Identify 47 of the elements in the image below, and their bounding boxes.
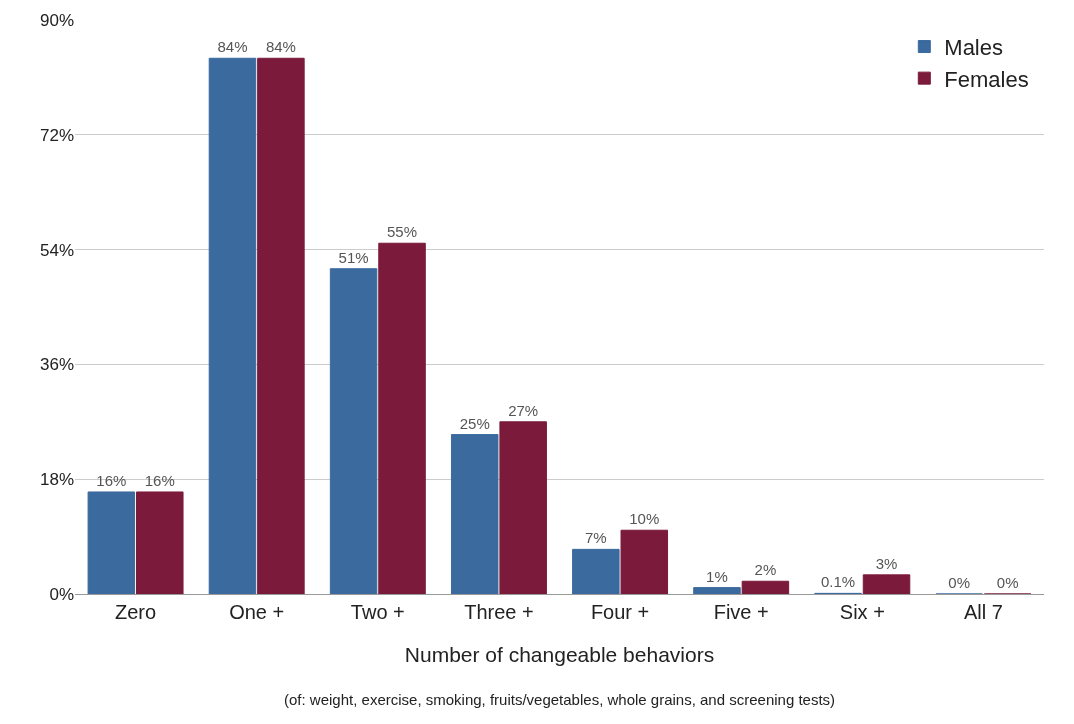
data-label: 25% (459, 414, 490, 432)
data-label: 84% (265, 38, 296, 56)
data-label: 0% (996, 574, 1019, 591)
data-label: 10% (629, 510, 660, 528)
data-label: 1% (706, 567, 728, 585)
bar (620, 529, 669, 594)
x-tick-label: All 7 (963, 601, 1003, 623)
data-label: 16% (144, 471, 175, 489)
bar (329, 268, 378, 594)
y-tick-label: 0% (49, 584, 74, 604)
x-tick-label: Three + (464, 601, 534, 623)
data-label: 84% (217, 38, 248, 56)
x-axis-title: Number of changeable behaviors (404, 643, 715, 667)
bar (741, 580, 790, 594)
x-tick-label: One + (229, 601, 285, 623)
bar (257, 57, 305, 594)
data-label: 0% (948, 574, 971, 591)
data-label: 16% (96, 471, 127, 489)
y-tick-label: 36% (39, 355, 74, 375)
data-label: 2% (754, 561, 777, 579)
y-tick-label: 54% (39, 240, 74, 260)
bar (693, 587, 741, 594)
bar (450, 434, 499, 594)
text: (of: weight, exercise, smoking, fruits/vegetables, whole grains, and screening tests) (284, 691, 836, 708)
data-label: 27% (508, 401, 539, 419)
data-label: 3% (875, 554, 898, 572)
bar (499, 421, 547, 594)
bar (87, 491, 136, 594)
legend-label: Females (944, 66, 1029, 92)
bar (862, 574, 911, 594)
data-label: 7% (584, 529, 607, 547)
bar (208, 57, 257, 594)
x-tick-label: Zero (115, 601, 157, 623)
y-tick-label: 18% (39, 470, 74, 490)
x-tick-label: Two + (350, 601, 405, 623)
bar (136, 491, 184, 594)
bar (572, 548, 620, 594)
bar (378, 242, 426, 594)
y-tick-label: 72% (39, 125, 74, 145)
x-tick-label: Six + (839, 601, 885, 623)
legend-label: Males (944, 35, 1003, 61)
y-tick-label: 90% (39, 10, 74, 30)
x-tick-label: Five + (713, 601, 769, 623)
data-label: 51% (338, 248, 369, 266)
data-label: 55% (387, 223, 418, 241)
x-tick-label: Four + (590, 601, 650, 623)
data-label: 0.1% (820, 573, 856, 591)
